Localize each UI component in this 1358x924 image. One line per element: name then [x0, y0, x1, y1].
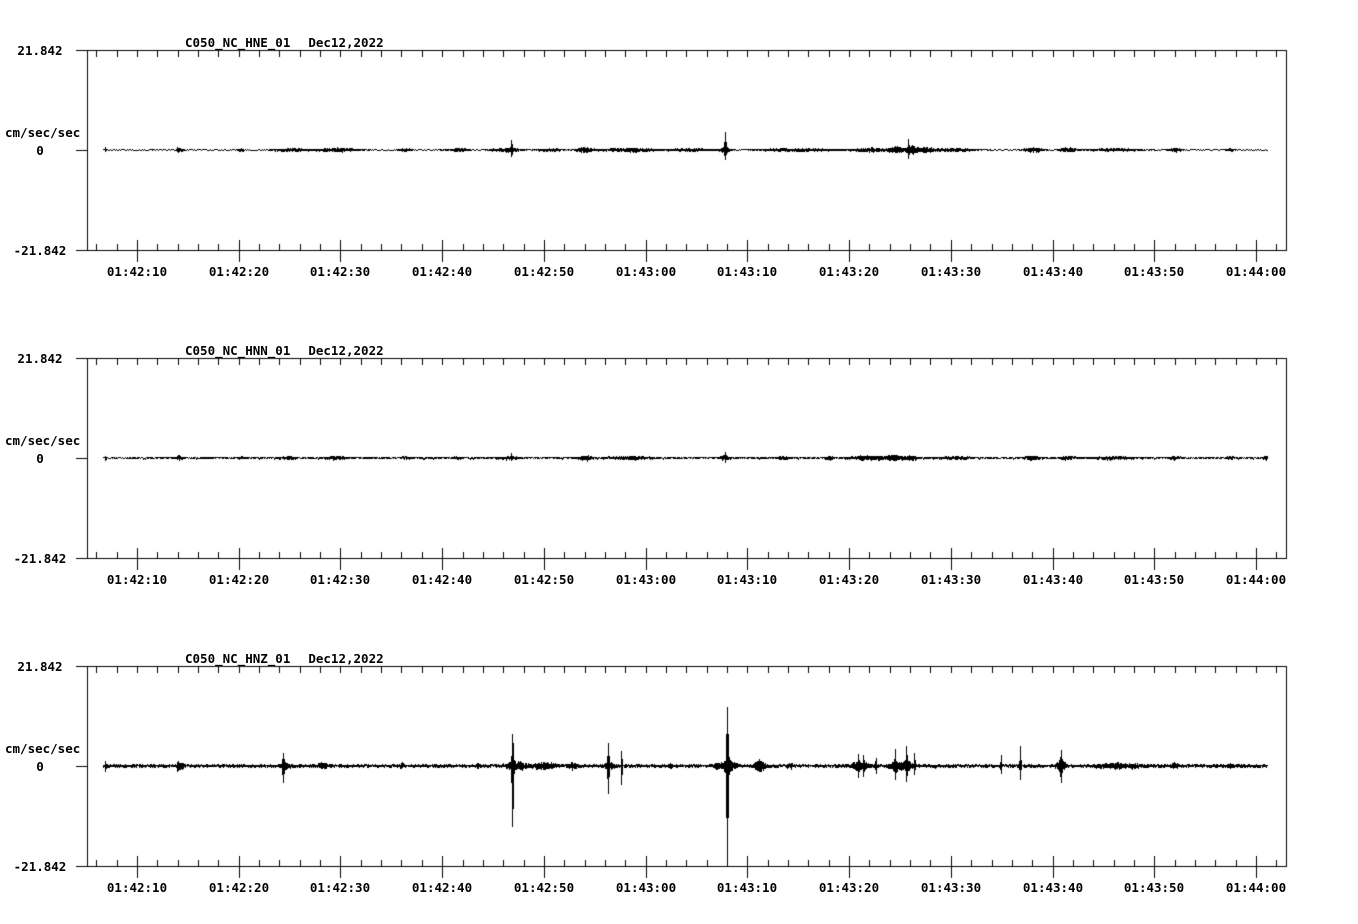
y-min-label: -21.842 [13, 859, 67, 874]
channel-title: C050_NC_HNE_01 [185, 35, 291, 50]
x-tick-label: 01:43:50 [1123, 880, 1185, 895]
record-date: Dec12,2022 [308, 35, 384, 50]
y-max-label: 21.842 [17, 351, 63, 366]
x-tick-label: 01:44:00 [1225, 572, 1287, 587]
x-tick-label: 01:42:30 [309, 264, 371, 279]
x-tick-label: 01:43:10 [716, 264, 778, 279]
x-tick-label: 01:42:40 [411, 264, 473, 279]
x-tick-label: 01:43:30 [920, 572, 982, 587]
x-axis-labels: 01:42:10 01:42:20 01:42:30 01:42:40 01:42:50… [0, 572, 1358, 588]
x-tick-label: 01:42:50 [513, 264, 575, 279]
record-date: Dec12,2022 [308, 343, 384, 358]
channel-title: C050_NC_HNZ_01 [185, 651, 291, 666]
channel-title: C050_NC_HNN_01 [185, 343, 291, 358]
x-tick-label: 01:42:10 [106, 880, 168, 895]
x-tick-label: 01:43:50 [1123, 572, 1185, 587]
x-tick-label: 01:42:30 [309, 572, 371, 587]
record-date: Dec12,2022 [308, 651, 384, 666]
x-tick-label: 01:42:10 [106, 264, 168, 279]
y-max-label: 21.842 [17, 43, 63, 58]
x-tick-label: 01:42:40 [411, 572, 473, 587]
x-tick-label: 01:42:10 [106, 572, 168, 587]
y-min-label: -21.842 [13, 551, 67, 566]
x-tick-label: 01:43:30 [920, 264, 982, 279]
x-axis-labels: 01:42:10 01:42:20 01:42:30 01:42:40 01:42:50… [0, 264, 1358, 280]
x-tick-label: 01:43:20 [818, 880, 880, 895]
x-tick-label: 01:42:20 [208, 572, 270, 587]
x-tick-label: 01:44:00 [1225, 880, 1287, 895]
x-tick-label: 01:42:20 [208, 880, 270, 895]
x-tick-label: 01:43:40 [1022, 572, 1084, 587]
x-tick-label: 01:42:40 [411, 880, 473, 895]
x-tick-label: 01:43:50 [1123, 264, 1185, 279]
x-tick-label: 01:42:30 [309, 880, 371, 895]
y-units-label: cm/sec/sec [5, 433, 81, 448]
x-tick-label: 01:43:40 [1022, 264, 1084, 279]
x-tick-label: 01:42:50 [513, 880, 575, 895]
x-tick-label: 01:43:10 [716, 572, 778, 587]
x-tick-label: 01:42:50 [513, 572, 575, 587]
y-units-label: cm/sec/sec [5, 741, 81, 756]
panel-title-row: C050_NC_HNZ_01 Dec12,2022 [185, 651, 384, 666]
y-zero-label: 0 [36, 143, 44, 158]
x-tick-label: 01:43:00 [615, 880, 677, 895]
x-tick-label: 01:43:20 [818, 572, 880, 587]
y-min-label: -21.842 [13, 243, 67, 258]
x-tick-label: 01:42:20 [208, 264, 270, 279]
panel-title-row: C050_NC_HNN_01 Dec12,2022 [185, 343, 384, 358]
x-tick-label: 01:43:40 [1022, 880, 1084, 895]
x-tick-label: 01:43:00 [615, 264, 677, 279]
y-max-label: 21.842 [17, 659, 63, 674]
y-zero-label: 0 [36, 451, 44, 466]
y-units-label: cm/sec/sec [5, 125, 81, 140]
y-zero-label: 0 [36, 759, 44, 774]
panel-title-row: C050_NC_HNE_01 Dec12,2022 [185, 35, 384, 50]
x-tick-label: 01:43:10 [716, 880, 778, 895]
x-tick-label: 01:43:30 [920, 880, 982, 895]
x-tick-label: 01:43:00 [615, 572, 677, 587]
x-tick-label: 01:44:00 [1225, 264, 1287, 279]
x-axis-labels: 01:42:10 01:42:20 01:42:30 01:42:40 01:42:50… [0, 880, 1358, 896]
x-tick-label: 01:43:20 [818, 264, 880, 279]
